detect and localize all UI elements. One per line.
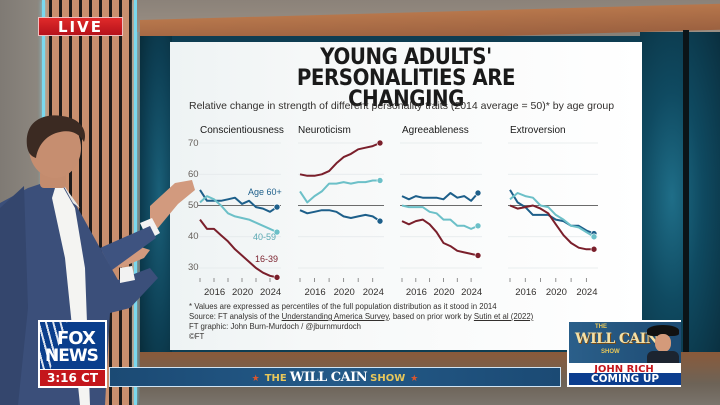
x-tick-label: 2024 (576, 287, 598, 298)
footnote-values: * Values are expressed as percentiles of… (189, 302, 497, 311)
show-name: WILL CAIN (289, 370, 368, 385)
source-text: Source: FT analysis of the (189, 312, 282, 321)
coming-up-label: COMING UP (569, 373, 681, 385)
series-line (299, 142, 381, 177)
series-endpoint (273, 228, 281, 236)
y-tick: 30 (188, 262, 199, 273)
star-icon: ★ (410, 373, 419, 383)
series-endpoint (474, 189, 482, 197)
live-badge: LIVE (38, 17, 123, 36)
chart-plot-area (198, 139, 598, 282)
series-endpoint (376, 139, 384, 147)
star-icon: ★ (251, 373, 260, 383)
x-tick-label: 2024 (362, 287, 384, 298)
footnote-graphic-credit: FT graphic: John Burn-Murdoch / @jburnmu… (189, 322, 362, 331)
x-tick-label: 2020 (333, 287, 355, 298)
chart-title: YOUNG ADULTS' PERSONALITIES ARE CHANGING (296, 45, 516, 112)
facet-title-extroversion: Extroversion (510, 125, 566, 136)
promo-art: THE WILL CAIN SHOW (569, 322, 681, 363)
x-tick-label: 2016 (515, 287, 537, 298)
series-line (401, 192, 479, 202)
footnote-copyright: ©FT (189, 332, 205, 341)
y-tick: 40 (188, 231, 199, 242)
facet-title-agreeableness: Agreeableness (402, 125, 469, 136)
series-endpoint (376, 217, 384, 225)
x-tick-label: 2016 (204, 287, 226, 298)
y-tick: 70 (188, 138, 199, 149)
show-prefix: THE (264, 373, 287, 384)
series-endpoint (474, 252, 482, 259)
promo-logo-top: THE (595, 324, 607, 330)
series-line (401, 204, 479, 230)
series-endpoint (474, 222, 482, 230)
logo-word-fox: FOX (57, 328, 96, 349)
cowboy-hat-icon (647, 325, 679, 336)
chart-subtitle: Relative change in strength of different… (189, 100, 615, 112)
promo-logo-bottom: SHOW (601, 349, 620, 355)
source-text: , based on prior work by (388, 312, 474, 321)
series-line (509, 192, 595, 238)
chart-graphic: YOUNG ADULTS' PERSONALITIES ARE CHANGING… (170, 42, 642, 350)
series-line (299, 209, 381, 222)
guest-name: JOHN RICH (594, 364, 654, 375)
series-line (299, 179, 380, 204)
source-link-uas: Understanding America Survey (281, 312, 389, 321)
guest-photo (655, 334, 671, 352)
x-tick-label: 2020 (545, 287, 567, 298)
network-logo: FOX NEWS 3:16 CT (38, 320, 107, 388)
series-line (509, 204, 594, 251)
broadcast-clock: 3:16 CT (40, 369, 105, 386)
series-endpoint (273, 274, 281, 281)
x-tick-label: 2016 (304, 287, 326, 298)
series-endpoint (590, 245, 598, 253)
footnote-source: Source: FT analysis of the Understanding… (189, 312, 533, 321)
series-label-40-59: 40-59 (253, 232, 277, 242)
series-line (199, 218, 278, 279)
x-tick-label: 2024 (461, 287, 483, 298)
guest-photo-suit (647, 351, 679, 363)
source-link-sutin: Sutin et al (2022) (473, 312, 534, 321)
x-tick-label: 2024 (260, 287, 282, 298)
promo-logo-name: WILL CAIN (575, 331, 658, 347)
series-endpoint (273, 203, 281, 211)
facet-title-conscientiousness: Conscientiousness (200, 125, 284, 136)
logo-word-news: NEWS (45, 346, 99, 366)
coming-up-promo: THE WILL CAIN SHOW JOHN RICH COMING UP (567, 320, 681, 387)
series-endpoint (376, 177, 384, 184)
y-tick: 60 (188, 169, 199, 180)
x-tick-label: 2020 (433, 287, 455, 298)
x-tick-label: 2016 (405, 287, 427, 298)
video-wall-pattern (640, 32, 720, 362)
series-endpoint (590, 233, 598, 241)
series-line (199, 189, 278, 213)
facet-title-neuroticism: Neuroticism (298, 125, 351, 136)
x-tick-label: 2020 (232, 287, 254, 298)
series-line (401, 218, 479, 257)
neon-light-strip (134, 0, 137, 405)
show-suffix: SHOW (370, 373, 406, 384)
y-tick: 50 (188, 200, 199, 211)
video-wall-seam (683, 30, 689, 360)
show-banner: ★ THE WILL CAIN SHOW ★ (109, 367, 561, 387)
series-label-16-39: 16-39 (255, 254, 279, 264)
series-label-60plus: Age 60+ (248, 187, 282, 197)
series-line (199, 195, 278, 234)
